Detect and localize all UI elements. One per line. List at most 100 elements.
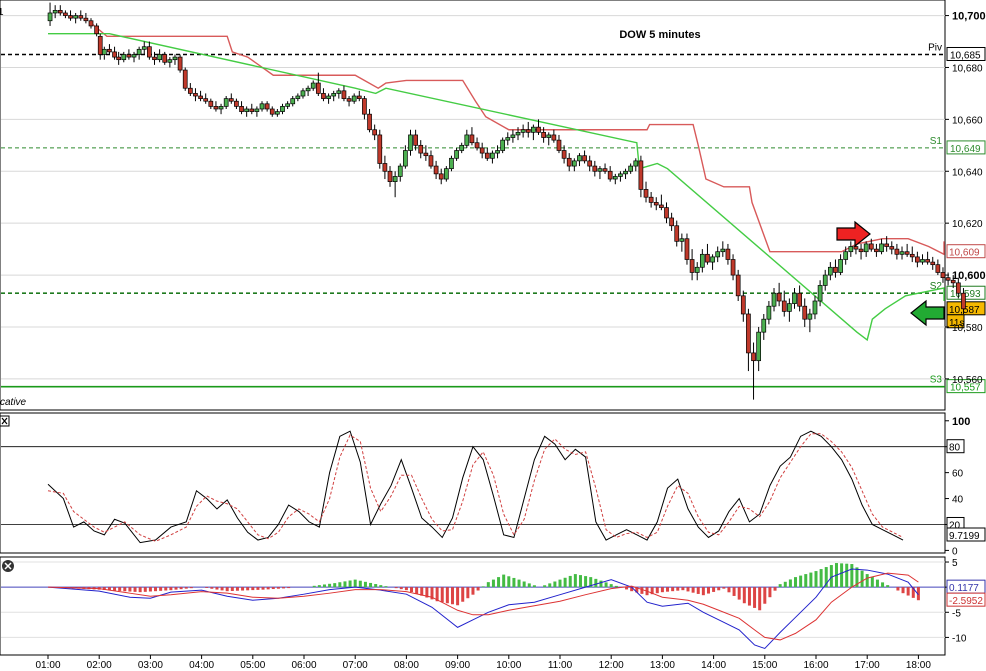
candle xyxy=(868,238,874,252)
axis-marker-label: 10,609 xyxy=(949,248,980,259)
candle xyxy=(874,243,879,257)
candle xyxy=(894,243,900,260)
macd-histogram-bar xyxy=(282,587,286,589)
candle-body xyxy=(592,165,598,172)
candle-body xyxy=(925,259,930,263)
candle-body xyxy=(817,285,823,302)
candle-body xyxy=(264,103,270,110)
macd-histogram-bar xyxy=(660,587,664,593)
candle-body xyxy=(500,139,506,151)
candle-body xyxy=(356,95,362,99)
candle-body xyxy=(131,54,137,58)
candle-body xyxy=(889,246,895,250)
candle-body xyxy=(78,15,84,19)
candle xyxy=(356,90,362,102)
candle-body xyxy=(771,292,777,307)
time-tick-label: 13:00 xyxy=(650,660,675,671)
candle xyxy=(797,285,802,312)
macd-histogram-bar xyxy=(676,587,680,591)
candle xyxy=(141,41,147,55)
candle xyxy=(525,121,531,138)
macd-histogram-bar xyxy=(814,571,818,588)
macd-histogram-bar xyxy=(701,587,705,596)
macd-histogram-bar xyxy=(322,584,326,588)
candle-body xyxy=(63,12,68,16)
macd-histogram-bar xyxy=(276,587,280,589)
candle-body xyxy=(254,108,260,112)
candle xyxy=(234,98,239,109)
macd-histogram-bar xyxy=(589,577,593,588)
macd-histogram-bar xyxy=(732,587,736,596)
candle-body xyxy=(833,266,838,273)
candle-body xyxy=(218,106,224,110)
macd-histogram-bar xyxy=(783,581,787,588)
axis-marker-label: 10,587 xyxy=(949,305,980,316)
macd-histogram-bar xyxy=(563,577,567,588)
macd-histogram-bar xyxy=(184,587,188,589)
candle xyxy=(725,243,731,265)
macd-histogram-bar xyxy=(374,584,378,588)
candle-body xyxy=(479,147,485,154)
candle-body xyxy=(382,163,388,172)
macd-frame xyxy=(0,556,946,656)
macd-histogram-bar xyxy=(343,581,347,588)
stochastic-level-label: 80 xyxy=(949,443,961,454)
macd-histogram-bar xyxy=(568,575,572,588)
close-stochastic-button[interactable] xyxy=(0,415,10,427)
macd-lines xyxy=(47,568,919,650)
candle xyxy=(52,5,58,19)
candle xyxy=(259,101,265,112)
candle xyxy=(423,145,429,161)
candle-body xyxy=(884,243,890,247)
macd-histogram-bar xyxy=(241,587,245,591)
candle-body xyxy=(776,292,782,302)
price-tick-label: 10,620 xyxy=(952,219,983,230)
macd-histogram-bar xyxy=(261,587,265,590)
macd-histogram-bar xyxy=(102,587,106,590)
candle xyxy=(107,44,112,55)
candle-body xyxy=(761,318,767,333)
candle-body xyxy=(213,106,219,110)
candle xyxy=(474,137,480,151)
level-name-piv: Piv xyxy=(928,42,942,53)
candle-body xyxy=(305,87,311,92)
candle xyxy=(945,272,951,286)
time-tick-label: 10:00 xyxy=(496,660,521,671)
candle-body xyxy=(904,251,910,255)
macd-histogram-bar xyxy=(860,570,864,588)
candle-body xyxy=(628,165,634,172)
indicator-name-fragment: cative xyxy=(0,397,27,408)
macd-histogram-bar xyxy=(118,587,122,591)
close-macd-button[interactable] xyxy=(2,560,14,572)
candle xyxy=(290,96,296,107)
chart-title: DOW 5 minutes xyxy=(619,29,700,41)
price-panel: Piv10,685S110,649S210,593S310,55710,6091… xyxy=(0,0,986,411)
candle xyxy=(68,10,73,21)
candle xyxy=(802,298,808,327)
candle xyxy=(531,124,536,141)
candle-body xyxy=(228,98,234,102)
candle xyxy=(326,93,331,104)
candle xyxy=(735,269,741,302)
macd-histogram-bar xyxy=(691,587,695,593)
macd-histogram-bar xyxy=(179,587,183,590)
candle xyxy=(715,246,721,263)
lower-band-line xyxy=(48,33,945,342)
candle xyxy=(766,301,772,325)
candle xyxy=(597,166,603,180)
candle xyxy=(372,124,378,141)
macd-histogram-bar xyxy=(517,579,521,588)
candle-body xyxy=(561,150,567,159)
candle-body xyxy=(433,165,439,175)
candle xyxy=(193,88,198,102)
macd-histogram xyxy=(61,563,920,611)
candle xyxy=(551,129,557,143)
time-tick-label: 18:00 xyxy=(906,660,931,671)
macd-histogram-bar xyxy=(686,587,690,592)
candle-body xyxy=(551,134,557,141)
macd-signal-line xyxy=(47,572,919,641)
macd-value-badge xyxy=(946,592,986,607)
level-value-s1: 10,649 xyxy=(950,144,981,155)
candle-body xyxy=(495,150,500,154)
macd-histogram-bar xyxy=(886,585,890,588)
